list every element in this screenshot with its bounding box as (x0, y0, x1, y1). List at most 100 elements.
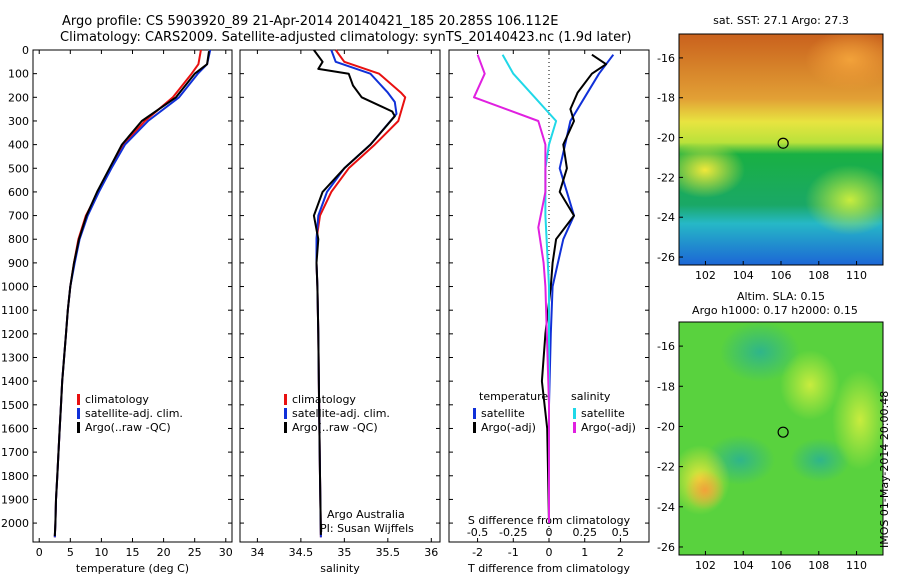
y-tick-label: 1700 (1, 446, 29, 459)
x-tick-label: 30 (219, 546, 233, 559)
series-line-argo-adj- (540, 53, 608, 524)
map-x-tick-label: 106 (771, 269, 792, 282)
map-y-tick-label: -16 (657, 52, 675, 65)
plot-frame (239, 49, 441, 543)
legend-swatch (77, 394, 80, 405)
difference-panel: -2 -1 0 1 2 T difference from climatology -0.5… (448, 49, 650, 575)
x-tick-label: 2 (617, 546, 624, 559)
y-tick-label: 200 (8, 91, 29, 104)
x-tick-label: 15 (126, 546, 140, 559)
y-tick-label: 1100 (1, 304, 29, 317)
map-y-tick-label: -18 (657, 380, 675, 393)
sst-warm-patch (805, 34, 883, 90)
sst-map-title: sat. SST: 27.1 Argo: 27.3 (713, 14, 849, 27)
map-x-tick-label: 104 (733, 269, 754, 282)
legend-swatch (77, 408, 80, 419)
top-x-tick-label: 0 (546, 526, 553, 539)
y-tick-label: 800 (8, 233, 29, 246)
map-x-tick-label: 108 (808, 269, 829, 282)
legend-swatch (284, 422, 287, 433)
salinity-panel: 34 34.5 35 35.5 36 salinity climatologysatelli… (239, 49, 441, 575)
top-x-tick-label: 0.5 (612, 526, 630, 539)
series-line-argo-raw-qc- (312, 49, 396, 535)
series-line-satellite-adj-clim- (315, 49, 398, 538)
x-tick-label: -2 (472, 546, 483, 559)
y-tick-label: 1300 (1, 352, 29, 365)
temperature-panel: 0100200300400500600700800900100011001200… (1, 44, 233, 575)
legend-header: temperature (479, 390, 548, 403)
annotation-text: PI: Susan Wijffels (320, 522, 414, 535)
sla-low-patch-1 (720, 322, 800, 382)
x-tick-label: 5 (67, 546, 74, 559)
map-x-tick-label: 106 (771, 559, 792, 572)
top-x-tick-label: -0.5 (467, 526, 488, 539)
map-y-tick-label: -24 (657, 211, 675, 224)
sla-high-patch-3 (685, 470, 725, 510)
sla-high-patch-1 (780, 350, 840, 420)
legend-swatch (77, 422, 80, 433)
legend-label: satellite-adj. clim. (292, 407, 390, 420)
legend-label: Argo(-adj) (581, 421, 636, 434)
legend-label: Argo(..raw -QC) (85, 421, 171, 434)
x-tick-label: 36 (424, 546, 438, 559)
series-line-satellite (548, 54, 615, 524)
y-tick-label: 1400 (1, 375, 29, 388)
legend-label: Argo(..raw -QC) (292, 421, 378, 434)
top-x-tick-label: -0.25 (499, 526, 527, 539)
map-y-tick-label: -26 (657, 251, 675, 264)
legend-swatch (573, 408, 576, 419)
legend-label: satellite (581, 407, 625, 420)
legend-swatch (284, 408, 287, 419)
map-y-tick-label: -26 (657, 541, 675, 554)
sst-lime-patch (805, 165, 883, 235)
x-tick-label: 10 (94, 546, 108, 559)
x-tick-label: 0 (546, 546, 553, 559)
legend-label: climatology (85, 393, 149, 406)
y-tick-label: 300 (8, 115, 29, 128)
y-tick-label: 100 (8, 68, 29, 81)
map-x-tick-label: 108 (808, 559, 829, 572)
sla-map-subtitle: Argo h1000: 0.17 h2000: 0.15 (692, 304, 858, 317)
legend-swatch (573, 422, 576, 433)
map-y-tick-label: -22 (657, 171, 675, 184)
legend-label: Argo(-adj) (481, 421, 536, 434)
y-tick-label: 1500 (1, 399, 29, 412)
x-tick-label: 35.5 (376, 546, 401, 559)
series-line-satellite (501, 54, 558, 524)
series-line-satellite-adj-clim- (53, 49, 212, 538)
x-axis-label: temperature (deg C) (76, 562, 189, 575)
map-x-tick-label: 102 (695, 269, 716, 282)
annotation-text: Argo Australia (327, 508, 405, 521)
x-axis-label: salinity (320, 562, 360, 575)
plot-frame (32, 49, 233, 543)
argo-location-marker (777, 137, 789, 149)
map-x-tick-label: 110 (846, 269, 867, 282)
y-tick-label: 900 (8, 257, 29, 270)
x-tick-label: 34 (250, 546, 264, 559)
y-tick-label: 2000 (1, 517, 29, 530)
y-tick-label: 1900 (1, 493, 29, 506)
y-tick-label: 0 (22, 44, 29, 57)
y-tick-label: 1200 (1, 328, 29, 341)
sla-low-patch-3 (790, 438, 850, 482)
x-tick-label: 35 (337, 546, 351, 559)
sla-map-title: Altim. SLA: 0.15 (737, 290, 825, 303)
series-line-argo-adj- (473, 54, 550, 524)
legend-swatch (284, 394, 287, 405)
sst-yellow-patch (679, 142, 745, 198)
x-tick-label: 0 (36, 546, 43, 559)
map-x-tick-label: 102 (695, 559, 716, 572)
top-x-tick-label: 0.25 (572, 526, 597, 539)
x-axis-label: T difference from climatology (467, 562, 630, 575)
y-tick-label: 500 (8, 162, 29, 175)
legend-header: salinity (571, 390, 611, 403)
legend-swatch (473, 422, 476, 433)
y-tick-label: 1000 (1, 281, 29, 294)
y-tick-label: 1800 (1, 470, 29, 483)
x-tick-label: -1 (508, 546, 519, 559)
y-tick-label: 600 (8, 186, 29, 199)
